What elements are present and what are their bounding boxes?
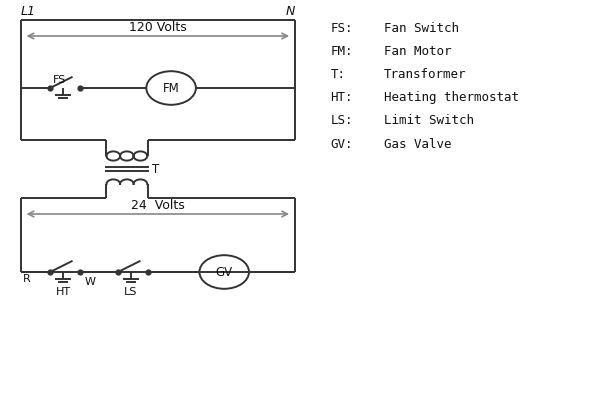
Text: Transformer: Transformer [384, 68, 466, 81]
Text: T: T [152, 163, 159, 176]
Text: Fan Motor: Fan Motor [384, 45, 451, 58]
Text: FM: FM [163, 82, 179, 94]
Text: LS:: LS: [330, 114, 353, 127]
Text: 24  Volts: 24 Volts [131, 199, 185, 212]
Text: L1: L1 [21, 5, 35, 18]
Text: Gas Valve: Gas Valve [384, 138, 451, 150]
Text: GV:: GV: [330, 138, 353, 150]
Text: GV: GV [215, 266, 233, 278]
Text: Fan Switch: Fan Switch [384, 22, 458, 34]
Text: FM:: FM: [330, 45, 353, 58]
Text: T:: T: [330, 68, 345, 81]
Text: FS: FS [53, 75, 66, 85]
Text: HT: HT [55, 287, 71, 297]
Text: W: W [84, 277, 96, 287]
Text: N: N [286, 5, 295, 18]
Text: 120 Volts: 120 Volts [129, 21, 186, 34]
Text: R: R [23, 274, 31, 284]
Text: Heating thermostat: Heating thermostat [384, 91, 519, 104]
Text: LS: LS [124, 287, 137, 297]
Text: HT:: HT: [330, 91, 353, 104]
Text: FS:: FS: [330, 22, 353, 34]
Text: Limit Switch: Limit Switch [384, 114, 474, 127]
